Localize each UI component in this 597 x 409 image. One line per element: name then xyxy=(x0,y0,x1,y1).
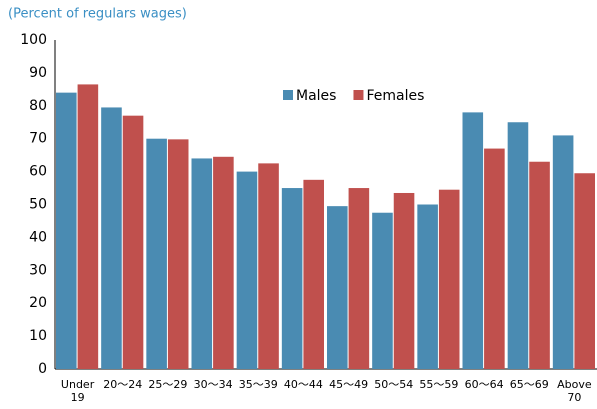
bar xyxy=(258,163,279,369)
x-tick-label: 60〜64 xyxy=(465,378,504,391)
bar xyxy=(327,206,348,369)
bar xyxy=(574,173,595,369)
bar xyxy=(417,204,438,369)
y-tick-label: 10 xyxy=(29,328,47,344)
bar xyxy=(191,158,213,369)
x-tick-label: Under 19 xyxy=(61,378,95,404)
legend-label: Males xyxy=(296,88,336,104)
y-tick-label: 20 xyxy=(29,295,47,311)
bar xyxy=(462,112,484,369)
bar xyxy=(236,171,258,369)
x-tick-label: 35〜39 xyxy=(239,378,278,391)
y-tick-label: 80 xyxy=(29,98,47,114)
bar xyxy=(484,148,505,369)
x-tick-label: 20〜24 xyxy=(103,378,142,391)
legend-swatch xyxy=(353,90,364,100)
bar xyxy=(438,189,460,369)
x-tick-label: 50〜54 xyxy=(374,378,413,391)
bar xyxy=(303,179,324,369)
bar xyxy=(146,138,167,369)
bar xyxy=(56,92,77,369)
bar xyxy=(529,161,550,369)
x-tick-label: 55〜59 xyxy=(419,378,458,391)
y-tick-label: 40 xyxy=(29,229,47,245)
y-tick-label: 70 xyxy=(29,131,47,147)
bar xyxy=(213,156,234,369)
x-tick-label: 45〜49 xyxy=(329,378,368,391)
label-line: Under xyxy=(61,378,95,391)
label-line: 19 xyxy=(71,391,85,404)
chart-subtitle: (Percent of regulars wages) xyxy=(8,7,187,22)
y-tick-label: 100 xyxy=(20,32,47,48)
label-line: Above xyxy=(557,378,592,391)
label-line: 70 xyxy=(567,391,581,404)
x-tick-label: 25〜29 xyxy=(148,378,187,391)
bar xyxy=(167,139,189,369)
bar xyxy=(507,122,529,369)
y-tick-label: 90 xyxy=(29,65,47,81)
x-tick-label: Above 70 xyxy=(557,378,592,404)
y-tick-label: 50 xyxy=(29,197,47,213)
x-tick-label: 40〜44 xyxy=(284,378,323,391)
y-tick-label: 0 xyxy=(38,361,47,377)
bar xyxy=(77,84,99,369)
bar xyxy=(101,107,122,369)
bar xyxy=(122,115,144,369)
bar xyxy=(348,188,370,369)
legend-label: Females xyxy=(366,88,424,104)
bar xyxy=(552,135,574,369)
x-tick-label: 30〜34 xyxy=(194,378,233,391)
legend-swatch xyxy=(283,90,293,100)
bar xyxy=(372,212,393,369)
y-tick-label: 60 xyxy=(29,164,47,180)
y-tick-label: 30 xyxy=(29,262,47,278)
x-tick-label: 65〜69 xyxy=(510,378,549,391)
bar xyxy=(393,192,415,369)
bar xyxy=(281,188,303,369)
